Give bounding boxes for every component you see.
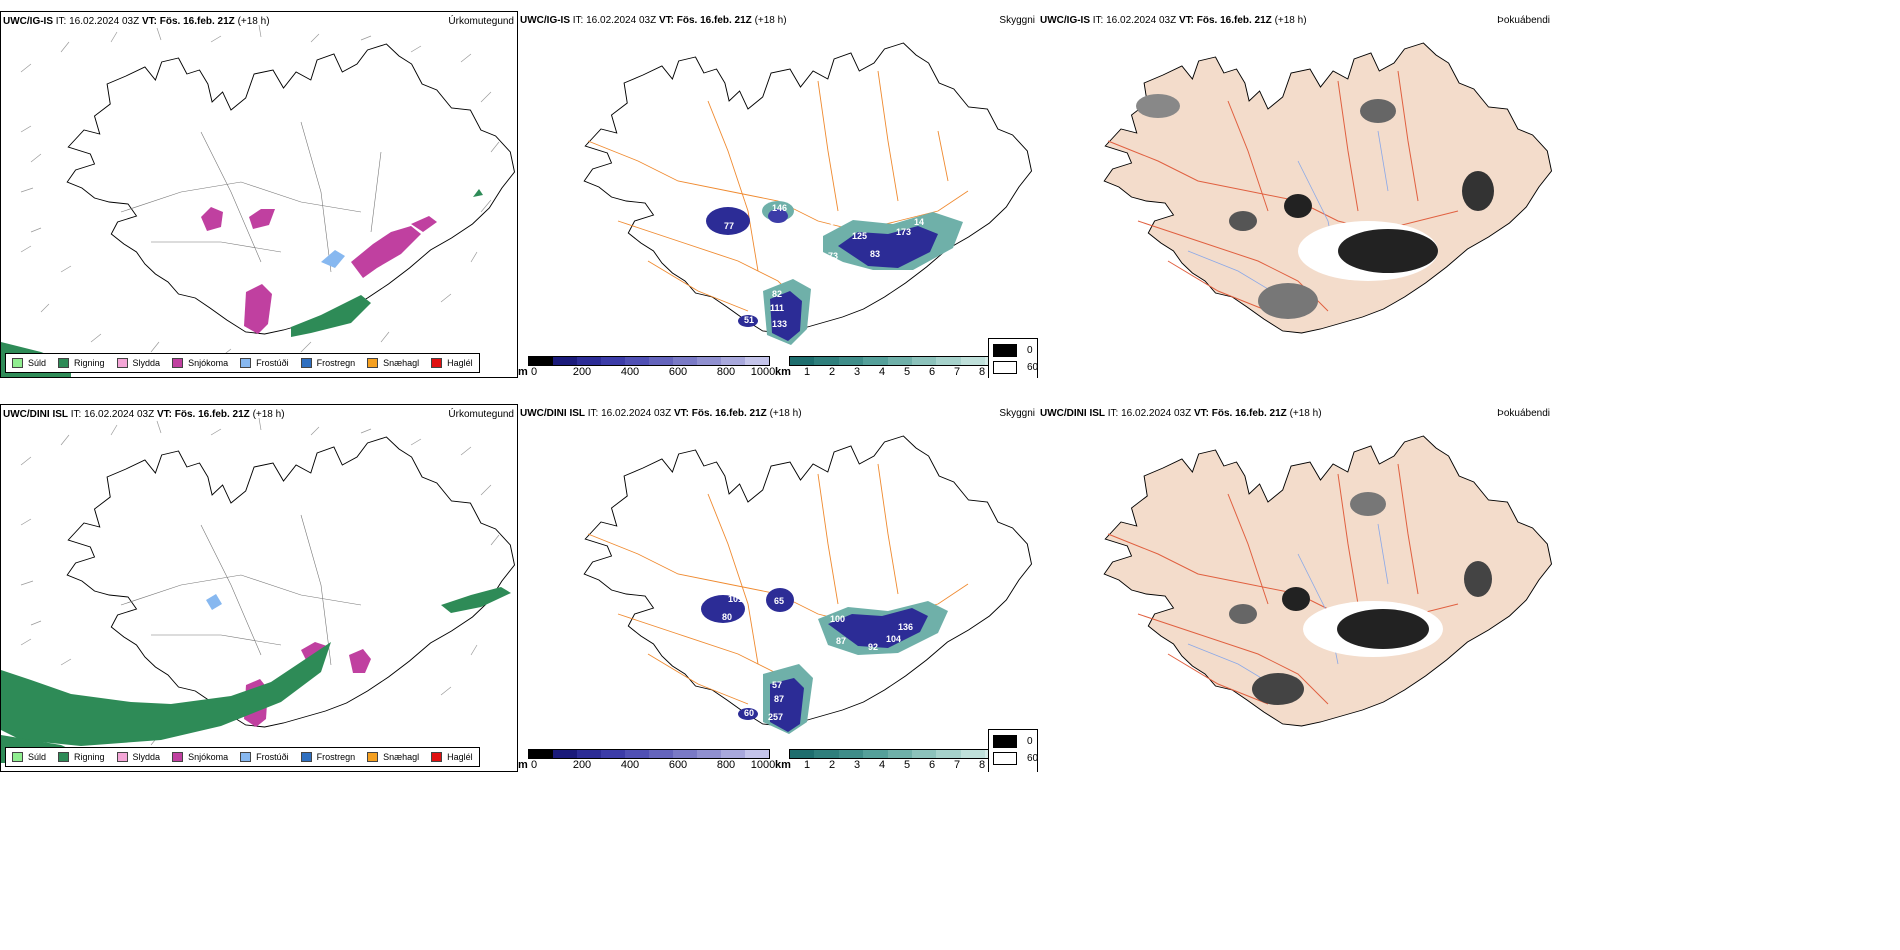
svg-text:65: 65 [774,596,784,606]
svg-text:136: 136 [730,199,745,209]
ceiling-visibility-map: 136 146 77 99 125 173 73 83 54 82 111 13… [583,42,1033,345]
legend-item: Slydda [116,752,160,762]
panel-header: UWC/DINI ISL IT: 16.02.2024 03Z VT: Fös.… [520,408,802,419]
svg-text:125: 125 [852,231,867,241]
legend-item: Snjókoma [172,358,228,368]
snow-areas [201,207,437,334]
panel-header: UWC/IG-IS IT: 16.02.2024 03Z VT: Fös. 16… [1040,15,1307,26]
legend-item: Frostúði [240,752,289,762]
svg-text:99: 99 [830,217,840,227]
fog-scale-box: 0 60 [988,729,1038,772]
svg-text:104: 104 [886,634,901,644]
panel-title: Úrkomutegund [448,16,514,27]
legend-item: Haglél [431,358,473,368]
panel-title: Skyggni [999,15,1035,26]
ceiling-bar [528,749,770,759]
ceiling-visibility-map: 101 65 80 100 87 104 92 136 969 57 87 25… [583,435,1033,734]
fog-index-map [1103,435,1553,727]
svg-text:92: 92 [868,642,878,652]
ceiling-clouds [701,588,948,734]
panel-title: Þokuábendi [1497,408,1550,419]
panel-header: UWC/DINI ISL IT: 16.02.2024 03Z VT: Fös.… [3,409,285,420]
svg-text:146: 146 [772,203,787,213]
fog-index-map [1103,42,1553,334]
precip-type-map [1,417,516,763]
ceiling-visibility-panel-dini: UWC/DINI ISL IT: 16.02.2024 03Z VT: Fös.… [518,404,1038,772]
legend-item: Slydda [116,358,160,368]
legend-item: Snæhagl [367,752,419,762]
legend-item: Súld [12,752,46,762]
panel-header: UWC/DINI ISL IT: 16.02.2024 03Z VT: Fös.… [1040,408,1322,419]
svg-text:111: 111 [770,303,784,313]
svg-text:60: 60 [744,708,754,718]
svg-text:14: 14 [914,217,924,227]
panel-header: UWC/IG-IS IT: 16.02.2024 03Z VT: Fös. 16… [3,16,270,27]
legend-item: Snæhagl [367,358,419,368]
legend-item: Súld [12,358,46,368]
precip-type-map [1,24,516,377]
precip-legend: Súld Rigning Slydda Snjókoma Frostúði Fr… [5,747,480,767]
svg-text:73: 73 [828,251,838,261]
svg-text:57: 57 [772,680,782,690]
panel-title: Úrkomutegund [448,409,514,420]
panel-title: Þokuábendi [1497,15,1550,26]
legend-item: Haglél [431,752,473,762]
svg-text:257: 257 [768,712,783,722]
ceiling-clouds [706,201,963,345]
fog-scale-box: 0 60 [988,338,1038,378]
ceiling-bar [528,356,770,366]
ceiling-labels: 101 65 80 100 87 104 92 136 969 57 87 25… [722,594,913,722]
fog-areas [1136,94,1494,319]
precip-type-panel-dini: UWC/DINI ISL IT: 16.02.2024 03Z VT: Fös.… [0,404,518,772]
legend-item: Snjókoma [172,752,228,762]
ceiling-colorbar: m 0 200 400 600 800 1000 [518,356,775,378]
svg-text:136: 136 [898,622,913,632]
svg-text:87: 87 [774,694,784,704]
svg-text:87: 87 [742,690,752,700]
svg-text:133: 133 [772,319,787,329]
svg-text:83: 83 [870,249,880,259]
precip-legend: Súld Rigning Slydda Snjókoma Frostúði Fr… [5,353,480,373]
panel-header: UWC/IG-IS IT: 16.02.2024 03Z VT: Fös. 16… [520,15,787,26]
svg-text:80: 80 [722,612,732,622]
svg-text:173: 173 [896,227,911,237]
legend-item: Rigning [58,358,105,368]
legend-item: Frostregn [300,752,355,762]
fog-index-panel-dini: UWC/DINI ISL IT: 16.02.2024 03Z VT: Fös.… [1038,404,1553,772]
panel-title: Skyggni [999,408,1035,419]
ceiling-colorbar: m 0 200 400 600 800 1000 [518,749,775,772]
fog-areas [1229,492,1492,705]
legend-item: Rigning [58,752,105,762]
svg-text:77: 77 [724,221,734,231]
svg-text:82: 82 [772,289,782,299]
svg-text:100: 100 [830,614,845,624]
svg-text:87: 87 [836,636,846,646]
rain-areas [1,587,511,763]
ceiling-labels: 136 146 77 99 125 173 73 83 54 82 111 13… [724,199,924,329]
ceiling-visibility-panel-igis: UWC/IG-IS IT: 16.02.2024 03Z VT: Fös. 16… [518,11,1038,378]
legend-item: Frostúði [240,358,289,368]
legend-item: Frostregn [300,358,355,368]
svg-text:54: 54 [870,275,880,285]
precip-type-panel-igis: UWC/IG-IS IT: 16.02.2024 03Z VT: Fös. 16… [0,11,518,378]
svg-text:969: 969 [792,652,807,662]
svg-text:101: 101 [728,594,743,604]
fog-index-panel-igis: UWC/IG-IS IT: 16.02.2024 03Z VT: Fös. 16… [1038,11,1553,378]
svg-text:51: 51 [744,315,754,325]
